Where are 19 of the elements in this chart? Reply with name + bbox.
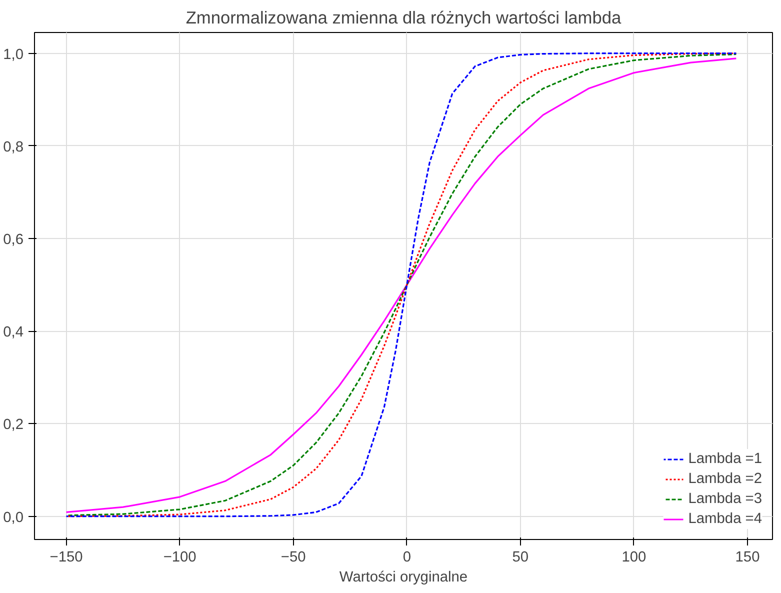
legend-label: Lambda =1 — [688, 451, 762, 467]
x-tick-label: 150 — [735, 550, 760, 566]
y-tick-label: 0,6 — [3, 232, 24, 248]
x-tick-label: 100 — [622, 550, 646, 566]
x-tick-label: 0 — [402, 550, 411, 566]
x-tick-label: −50 — [280, 550, 306, 566]
y-tick-label: 0,8 — [3, 139, 24, 156]
legend-label: Lambda =4 — [688, 511, 762, 527]
x-tick-label: 50 — [512, 550, 529, 566]
y-tick-label: 1,0 — [3, 46, 24, 63]
legend-label: Lambda =3 — [688, 491, 762, 507]
y-tick-label: 0,0 — [3, 510, 24, 526]
y-tick-label: 0,4 — [3, 324, 24, 341]
legend-label: Lambda =2 — [688, 471, 762, 487]
chart-title: Zmnormalizowana zmienna dla różnych wartości lambda — [186, 8, 622, 28]
x-tick-label: −100 — [163, 550, 196, 566]
x-axis-title: Wartości oryginalne — [339, 570, 468, 586]
y-tick-label: 0,2 — [3, 417, 24, 434]
x-tick-label: −150 — [50, 550, 83, 566]
